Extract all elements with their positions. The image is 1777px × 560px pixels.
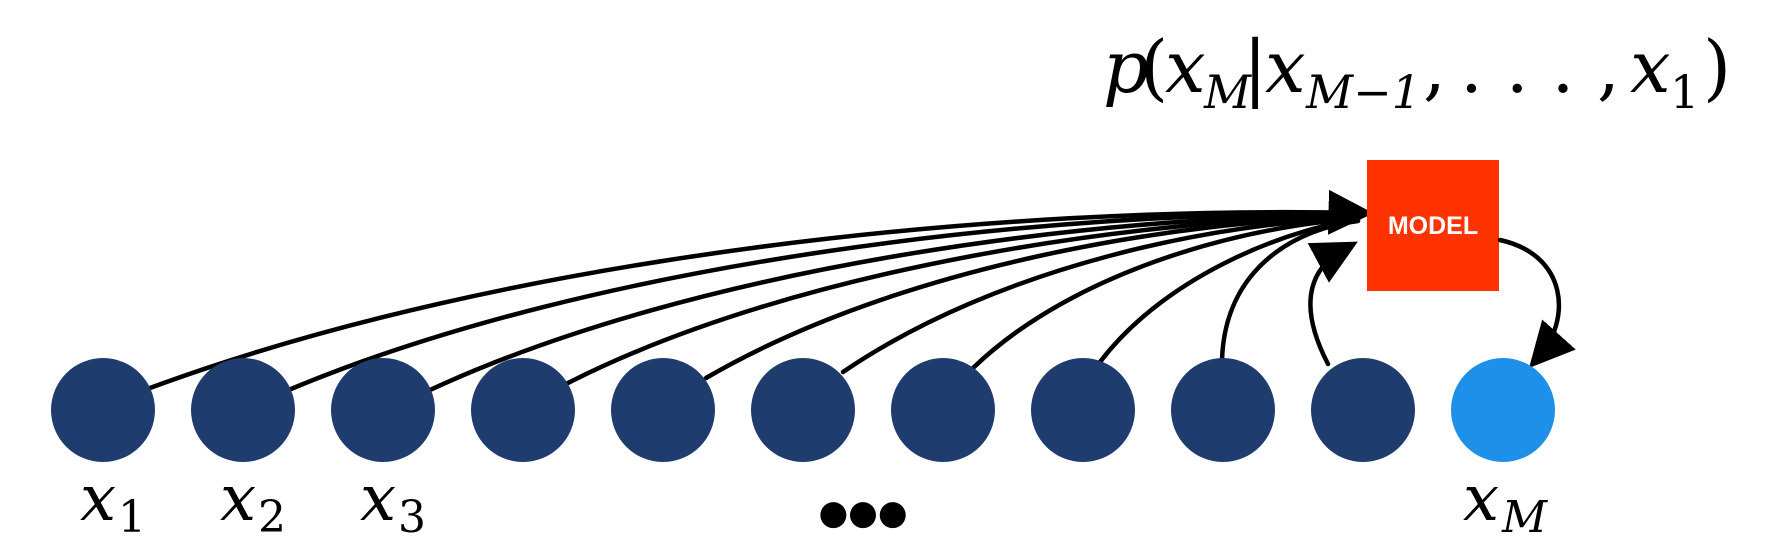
context-node-2 <box>191 358 295 462</box>
arrow-node-4-to-model <box>565 213 1361 386</box>
label-x1-var: x <box>80 462 116 536</box>
context-node-3 <box>331 358 435 462</box>
formula-comma-2: , <box>1597 25 1620 109</box>
label-xM-var: x <box>1463 462 1499 536</box>
context-node-8 <box>1031 358 1135 462</box>
formula-x-first: x <box>1630 25 1671 109</box>
node-labels: x 1 x 2 x 3 ●●● x M <box>80 462 1548 543</box>
formula-x-target: x <box>1165 25 1206 109</box>
arrow-node-6-to-model <box>840 215 1361 375</box>
model-box <box>1367 160 1499 291</box>
label-x1-sub: 1 <box>118 492 146 543</box>
context-node-10 <box>1311 358 1415 462</box>
context-node-4 <box>471 358 575 462</box>
label-x3-sub: 3 <box>398 492 426 543</box>
arrow-node-9-to-model <box>1219 218 1361 363</box>
target-node <box>1451 358 1555 462</box>
formula-x-prev: x <box>1265 25 1306 109</box>
formula-sub-prev: M−1 <box>1305 65 1421 119</box>
context-node-7 <box>891 358 995 462</box>
context-node-6 <box>751 358 855 462</box>
label-xM-sub: M <box>1501 492 1548 543</box>
label-x2-sub: 2 <box>258 492 286 543</box>
formula-close-paren: ) <box>1703 25 1731 109</box>
arrow-node-2-to-model <box>288 211 1361 392</box>
formula-open-paren: ( <box>1140 25 1168 109</box>
formula-sub-target: M <box>1203 65 1253 119</box>
context-node-5 <box>611 358 715 462</box>
context-node-9 <box>1171 358 1275 462</box>
arrow-node-3-to-model <box>427 212 1361 393</box>
context-arrows <box>147 189 1374 393</box>
formula-comma-1: , <box>1423 25 1446 109</box>
arrow-node-1-to-model <box>147 189 1374 391</box>
arrow-node-5-to-model <box>703 214 1361 381</box>
label-x3-var: x <box>360 462 396 536</box>
sequence-nodes <box>51 358 1555 462</box>
conditional-probability-formula: p ( x M | x M−1 , . . . , x 1 ) <box>1103 25 1731 119</box>
context-node-1 <box>51 358 155 462</box>
arrow-node-7-to-model <box>970 216 1361 371</box>
label-x2-var: x <box>220 462 256 536</box>
arrow-node-10-to-model <box>1307 241 1358 367</box>
model-label: MODEL <box>1388 212 1478 240</box>
formula-p: p <box>1103 25 1149 109</box>
model-block: MODEL <box>1367 160 1499 291</box>
arrow-model-to-target <box>1497 237 1576 369</box>
formula-dots: . . . <box>1460 25 1574 109</box>
formula-bar: | <box>1243 25 1267 109</box>
label-ellipsis: ●●● <box>818 493 907 533</box>
formula-sub-first: 1 <box>1670 65 1699 119</box>
